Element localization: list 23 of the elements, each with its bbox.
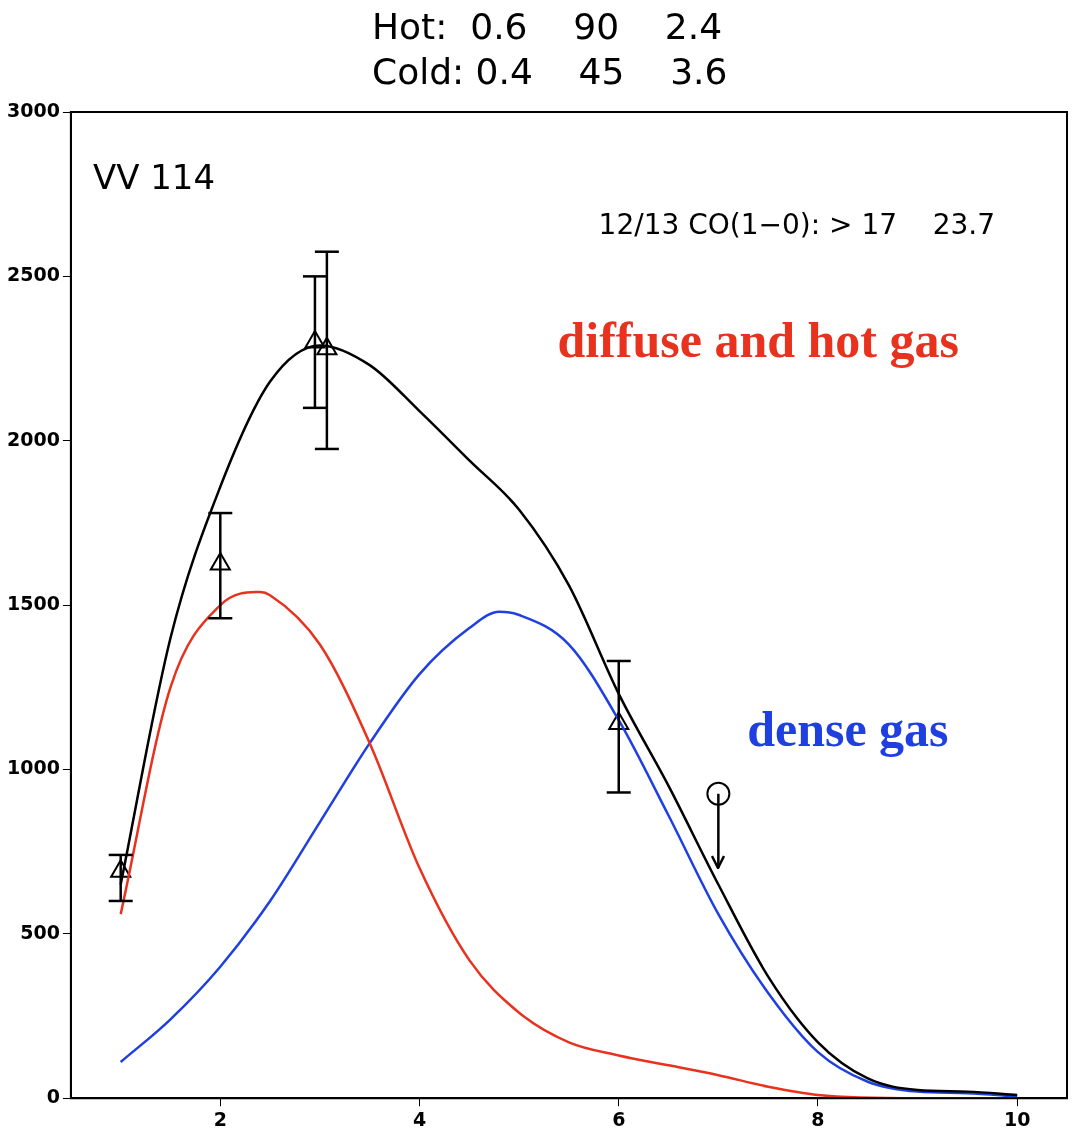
- annotation: VV 114: [92, 156, 216, 197]
- y-tick-label: 500: [20, 920, 60, 943]
- y-tick-label: 2500: [6, 263, 60, 286]
- x-tick-label: 8: [811, 1107, 825, 1130]
- x-tick-label: 2: [213, 1107, 227, 1130]
- text: diffuse and hot gas: [557, 311, 959, 368]
- point: [316, 336, 338, 356]
- point: [209, 552, 231, 571]
- x-tick-label: 6: [612, 1107, 626, 1130]
- x-tick-label: 4: [412, 1107, 427, 1130]
- text: Hot: 0.6 90 2.4: [372, 6, 723, 48]
- y-tick-label: 0: [46, 1085, 60, 1108]
- x-tick-label: 10: [1003, 1107, 1031, 1130]
- point: [110, 859, 132, 878]
- y-tick-label: 1000: [6, 756, 60, 779]
- y-tick-label: 1500: [6, 592, 60, 615]
- point: [608, 711, 630, 730]
- series-label: dense gas: [747, 701, 949, 758]
- text: Cold: 0.4 45 3.6: [372, 51, 728, 93]
- y-tick-label: 2000: [6, 427, 60, 450]
- y-tick-label: 3000: [6, 98, 60, 121]
- annotation: 12/13 CO(1−0): > 17 23.7: [598, 208, 995, 242]
- point: [304, 330, 326, 349]
